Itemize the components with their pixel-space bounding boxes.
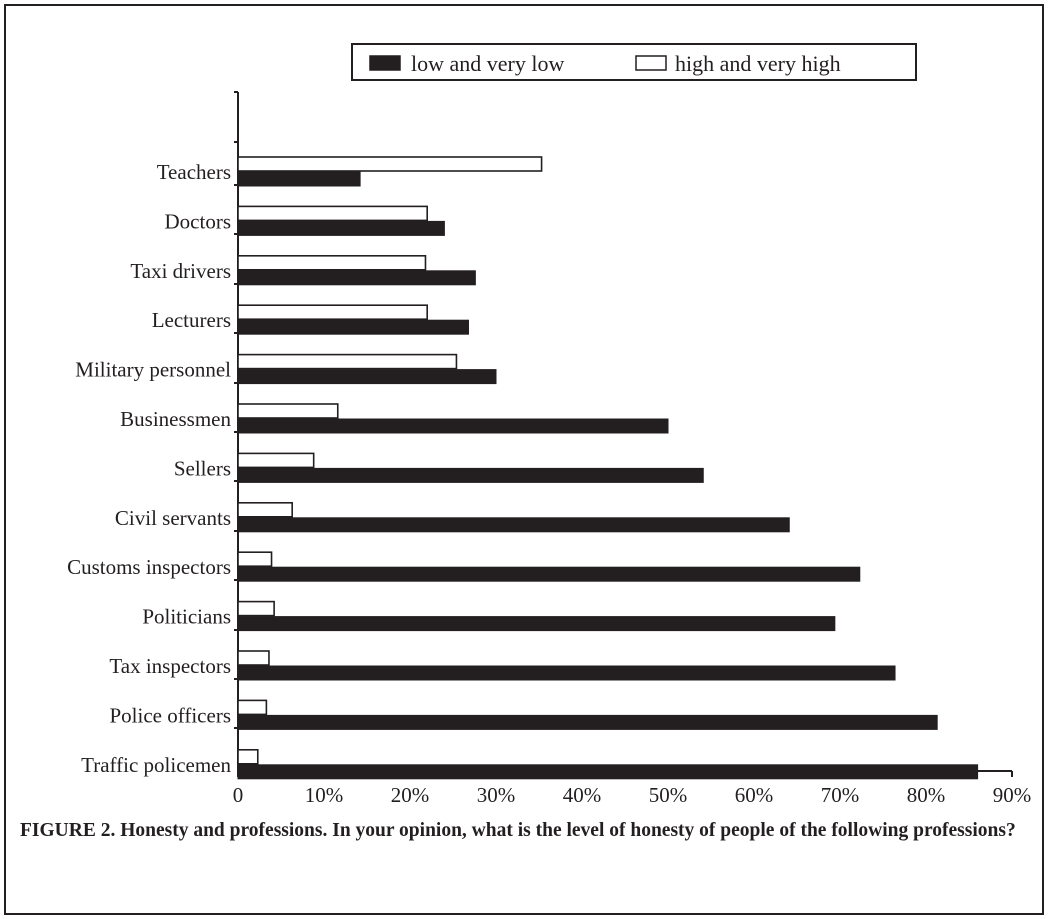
bar-high-and-very-high [237,551,273,568]
y-category-label: Military personnel [75,358,231,382]
bar-high-and-very-high [237,699,268,716]
y-category-label: Taxi drivers [130,259,231,283]
x-tick-label: 90% [993,783,1032,807]
bar-low-and-very-low [237,220,445,236]
bar-low-and-very-low [237,764,979,780]
bar-low-and-very-low [237,665,896,681]
legend-label-high: high and very high [675,51,841,76]
x-tick-label: 30% [477,783,516,807]
x-tick-label: 20% [391,783,430,807]
legend-box [351,43,917,81]
bar-low-and-very-low [237,369,497,385]
legend-swatch-high [635,55,667,71]
y-category-label: Lecturers [152,308,231,332]
bar-low-and-very-low [237,714,938,730]
y-category-label: Customs inspectors [67,555,231,579]
bar-low-and-very-low [237,418,669,434]
figure-frame [4,4,1044,915]
y-category-label: Traffic policemen [81,753,231,777]
bar-high-and-very-high [237,501,293,518]
figure-caption: FIGURE 2. Honesty and professions. In yo… [20,820,1016,841]
y-category-label: Businessmen [120,407,231,431]
y-category-label: Tax inspectors [109,654,231,678]
y-category-label: Sellers [174,456,231,480]
legend-swatch-low [369,55,401,71]
x-tick-label: 50% [649,783,688,807]
bar-low-and-very-low [237,517,790,533]
bar-high-and-very-high [237,156,543,172]
bar-low-and-very-low [237,319,469,335]
bar-low-and-very-low [237,616,836,632]
x-tick-label: 60% [735,783,774,807]
legend: low and very low high and very high [351,43,917,81]
bar-high-and-very-high [237,452,315,469]
x-tick-label: 70% [821,783,860,807]
bar-low-and-very-low [237,270,476,286]
bar-high-and-very-high [237,600,275,617]
y-category-label: Teachers [157,160,231,184]
x-tick-label: 0 [233,783,244,807]
x-tick-label: 80% [907,783,946,807]
bar-high-and-very-high [237,353,458,370]
y-category-label: Doctors [165,209,232,233]
bar-low-and-very-low [237,467,704,483]
x-tick-label: 10% [305,783,344,807]
bar-high-and-very-high [237,255,427,271]
bar-high-and-very-high [237,403,339,419]
bar-high-and-very-high [237,748,259,765]
bar-low-and-very-low [237,171,361,187]
bar-high-and-very-high [237,650,270,666]
bar-high-and-very-high [237,304,428,321]
y-category-label: Police officers [110,703,232,727]
y-category-label: Politicians [142,605,231,629]
legend-label-low: low and very low [411,51,564,76]
bar-low-and-very-low [237,566,861,582]
x-tick-label: 40% [563,783,602,807]
y-category-label: Civil servants [115,506,231,530]
bar-high-and-very-high [237,205,428,222]
